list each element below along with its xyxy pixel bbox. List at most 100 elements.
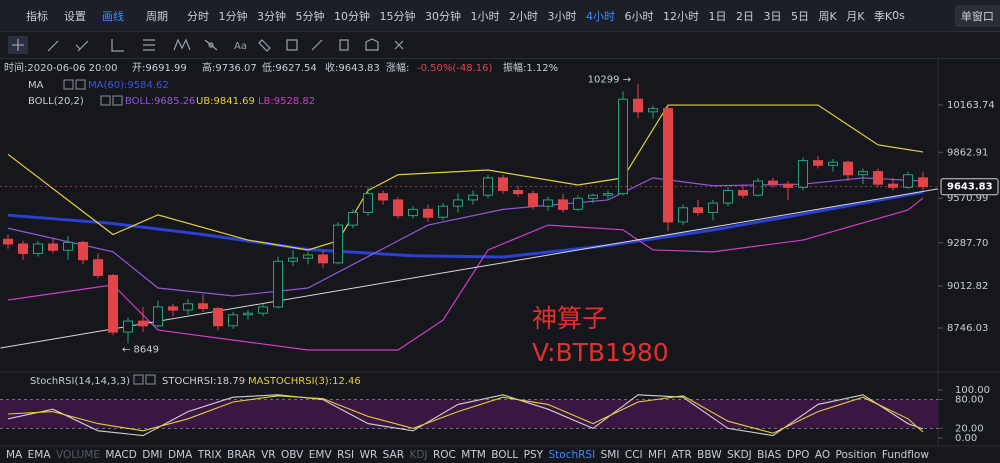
svg-text:Aa: Aa xyxy=(234,41,247,52)
indicator-tab[interactable]: DPO xyxy=(786,448,810,461)
indicator-tab[interactable]: CCI xyxy=(624,448,643,461)
info-change-label: 涨幅: xyxy=(386,61,409,74)
price-tag xyxy=(940,178,999,196)
period-button[interactable]: 6小时 xyxy=(624,9,654,23)
period-button[interactable]: 周K xyxy=(818,9,837,23)
period-button[interactable]: 季K xyxy=(873,9,893,23)
period-button[interactable]: 1小时 xyxy=(470,9,500,23)
period-button[interactable]: 30分钟 xyxy=(425,9,461,23)
indicator-tab[interactable]: Fundflow xyxy=(881,448,929,461)
indicator-tab[interactable]: MACD xyxy=(105,448,137,461)
candle-body xyxy=(528,193,538,207)
watermark: V:BTB1980 xyxy=(532,338,669,367)
high-label: 10299 → xyxy=(588,75,631,86)
candle-body xyxy=(513,189,523,195)
indicator-tab[interactable]: MFI xyxy=(648,448,667,461)
candle-body xyxy=(423,208,433,218)
period-button[interactable]: 2小时 xyxy=(509,9,538,23)
indicator-tab[interactable]: EMV xyxy=(308,448,332,461)
period-button[interactable]: 12小时 xyxy=(663,9,699,23)
period-button[interactable]: 2日 xyxy=(736,9,754,23)
candle-body xyxy=(333,224,343,264)
window-select[interactable]: 单窗口 xyxy=(954,4,1000,27)
indicator-tab[interactable]: OBV xyxy=(281,448,304,461)
period-button[interactable]: 1分钟 xyxy=(218,9,248,23)
y-tick-label: 100.00 xyxy=(955,385,990,396)
tool-icons: Aa xyxy=(8,36,404,54)
candle-body xyxy=(588,194,598,199)
indicator-tab[interactable]: VOLUME xyxy=(55,448,100,461)
period-button[interactable]: 10分钟 xyxy=(334,9,370,23)
indicator-tab[interactable]: StochRSI xyxy=(548,448,596,461)
indicator-tab[interactable]: BIAS xyxy=(757,448,782,461)
indicator-tab[interactable]: KDJ xyxy=(409,448,428,461)
y-tick-label: 9570.99 xyxy=(947,193,988,204)
timer: 0s xyxy=(892,9,905,22)
legend-icon xyxy=(133,374,144,385)
candle-body xyxy=(693,207,703,214)
indicator-tab[interactable]: BBW xyxy=(697,448,722,461)
period-button[interactable]: 3分钟 xyxy=(257,9,286,23)
indicator-tab[interactable]: EMA xyxy=(27,448,51,461)
indicator-tab[interactable]: SAR xyxy=(382,448,405,461)
indicator-tab[interactable]: WR xyxy=(359,448,378,461)
period-button[interactable]: 1日 xyxy=(708,9,727,23)
indicator-tab[interactable]: DMI xyxy=(142,448,163,461)
legend-boll: BOLL(20,2) xyxy=(28,96,84,107)
indicator-tab[interactable]: PSY xyxy=(523,448,544,461)
legend-icon xyxy=(63,79,74,90)
indicator-tab[interactable]: SMI xyxy=(600,448,620,461)
indicator-line xyxy=(7,190,924,259)
y-tick-label: 9012.82 xyxy=(947,281,988,292)
candle-body xyxy=(498,177,508,191)
candle-body xyxy=(558,199,568,210)
y-tick-label: 0.00 xyxy=(955,433,977,444)
period-button[interactable]: 15分钟 xyxy=(379,9,416,23)
candle-body xyxy=(33,243,43,254)
legend-boll-mid: BOLL:9685.26 xyxy=(125,96,195,107)
legend-icon xyxy=(145,374,156,385)
indicator-tab[interactable]: VR xyxy=(261,448,276,461)
indicator-tab[interactable]: ATR xyxy=(671,448,692,461)
period-button[interactable]: 月K xyxy=(846,9,865,23)
candle-body xyxy=(903,174,913,188)
candle-body xyxy=(723,189,733,204)
indicator-tab[interactable]: MA xyxy=(6,448,23,461)
period-button[interactable]: 5分钟 xyxy=(295,9,325,23)
period-button[interactable]: 4小时 xyxy=(586,9,615,23)
toolbar-button[interactable]: 设置 xyxy=(64,9,86,23)
legend-ub: UB:9841.69 xyxy=(196,96,255,107)
candle-body xyxy=(198,303,208,309)
period-button[interactable]: 3日 xyxy=(763,9,782,23)
candle-body xyxy=(63,241,73,251)
period-button[interactable]: 3小时 xyxy=(547,9,577,23)
candle-body xyxy=(753,180,763,196)
candle-body xyxy=(798,160,808,188)
indicator-tab[interactable]: Position xyxy=(835,448,877,461)
candle-body xyxy=(183,303,193,311)
period-button[interactable]: 分时 xyxy=(187,9,209,23)
indicator-tab[interactable]: BRAR xyxy=(227,448,256,461)
indicator-tab[interactable]: SKDJ xyxy=(727,448,752,461)
candle-body xyxy=(483,177,493,196)
indicator-tab[interactable]: ROC xyxy=(432,448,456,461)
indicator-tab[interactable]: DMA xyxy=(167,448,193,461)
toolbar-button[interactable]: 画线 xyxy=(102,9,124,23)
indicator-tab[interactable]: MTM xyxy=(461,448,486,461)
y-tick-label: 20.00 xyxy=(955,423,984,434)
indicator-tab[interactable]: BOLL xyxy=(491,448,519,461)
period-label: 周期 xyxy=(146,9,168,23)
info-change: -0.50%(-48.16) xyxy=(417,63,493,74)
indicator-tab[interactable]: RSI xyxy=(337,448,355,461)
period-button[interactable]: 5日 xyxy=(791,9,809,23)
legend-icon xyxy=(112,95,123,106)
stoch-band xyxy=(0,399,938,429)
indicator-tab[interactable]: TRIX xyxy=(197,448,222,461)
toolbar-button[interactable]: 指标 xyxy=(26,9,48,23)
legend-ma: MA xyxy=(28,80,44,91)
indicator-tab[interactable]: AO xyxy=(814,448,831,461)
candle-body xyxy=(408,208,418,217)
legend-lb: LB:9528.82 xyxy=(258,96,315,107)
